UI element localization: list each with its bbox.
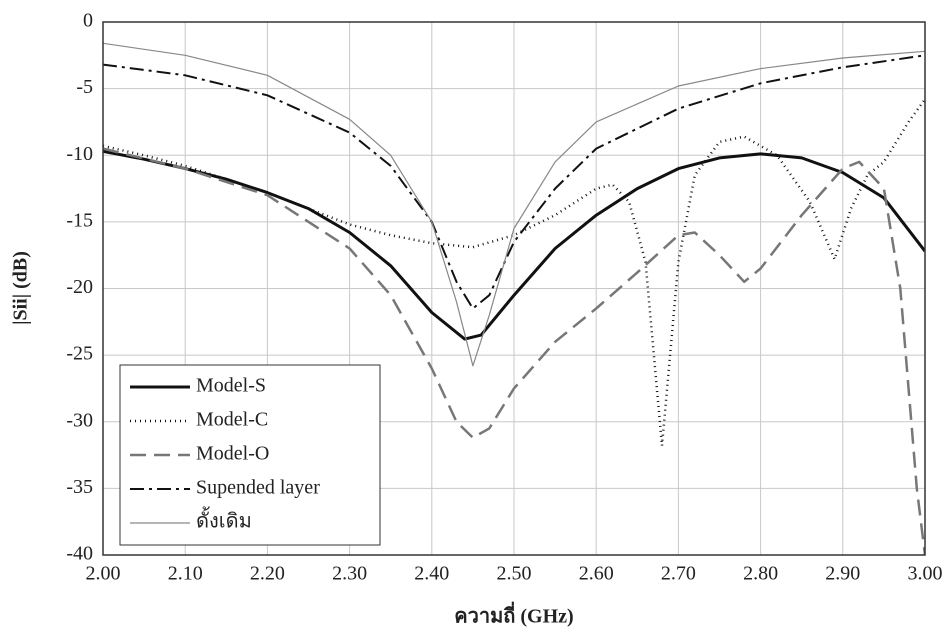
y-axis-label: |Sii| (dB) <box>10 251 32 325</box>
legend-label: ดั้งเดิม <box>196 507 252 533</box>
plot-lines <box>103 42 925 555</box>
y-tick-label: -10 <box>66 143 93 165</box>
x-tick-label: 2.50 <box>497 563 532 585</box>
y-tick-label: -30 <box>66 409 93 431</box>
legend-label: Model-S <box>196 375 266 397</box>
x-axis-label: ความถี่ (GHz) <box>454 601 573 628</box>
x-tick-label: 2.70 <box>661 563 696 585</box>
y-tick-label: -15 <box>66 209 93 231</box>
x-tick-label: 2.30 <box>332 563 367 585</box>
x-tick-label: 2.40 <box>414 563 449 585</box>
legend-label: Supended layer <box>196 477 320 499</box>
y-tick-label: -35 <box>66 476 93 498</box>
legend-label: Model-C <box>196 409 268 431</box>
y-tick-label: -25 <box>66 343 93 365</box>
series-line <box>103 54 925 310</box>
series-line <box>103 42 925 367</box>
series-line <box>103 98 925 447</box>
x-tick-label: 2.80 <box>743 563 778 585</box>
series-line <box>103 147 925 555</box>
y-tick-label: -5 <box>76 76 93 98</box>
x-tick-label: 2.90 <box>825 563 860 585</box>
x-tick-label: 2.10 <box>168 563 203 585</box>
labels: -40 -35 -30 -25 -20 -15 -10 -5 0 2.00 2.10 2.20 2.30… <box>66 10 942 585</box>
legend-label: Model-O <box>196 443 269 465</box>
y-tick-label: -40 <box>66 543 93 565</box>
plot-frame <box>102 21 926 556</box>
x-tick-label: 2.60 <box>579 563 614 585</box>
y-tick-label: 0 <box>83 10 93 32</box>
x-tick-label: 2.00 <box>86 563 121 585</box>
y-tick-label: -20 <box>66 276 93 298</box>
legend: Model-S Model-C Model-O Supended layer ดั้งเ… <box>119 364 381 546</box>
x-tick-label: 3.00 <box>908 563 943 585</box>
series-line <box>103 149 925 341</box>
x-tick-label: 2.20 <box>250 563 285 585</box>
